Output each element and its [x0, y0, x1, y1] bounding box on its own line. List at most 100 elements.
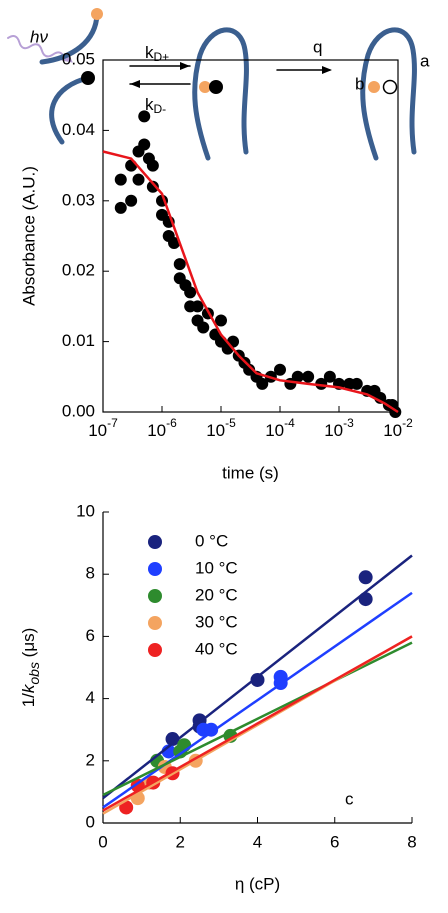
tick-base: 10: [147, 421, 166, 440]
data-point: [119, 800, 134, 815]
y-tick-label: 0.01: [62, 331, 95, 350]
legend-marker: [148, 616, 162, 630]
data-point: [184, 286, 197, 299]
y-axis-label: 1/kobs (μs): [19, 628, 41, 708]
data-point: [274, 363, 286, 376]
panel-label: c: [345, 789, 354, 808]
tick-exponent: -7: [107, 416, 118, 430]
data-point: [358, 570, 373, 585]
data-point: [350, 377, 363, 390]
y-tick-label: 0.03: [62, 190, 95, 209]
y-label-part: k: [19, 683, 38, 693]
rate-symbol: k: [145, 95, 154, 114]
fit-line: [102, 150, 399, 414]
data-point: [204, 722, 219, 737]
fit-line: [102, 591, 413, 809]
legend-marker: [148, 562, 162, 576]
fit-line: [102, 641, 413, 797]
arrowhead: [130, 80, 140, 88]
x-tick-label: 8: [407, 832, 416, 851]
rate-symbol: k: [145, 43, 154, 62]
data-point: [291, 370, 304, 383]
y-tick-label: 0.02: [62, 261, 95, 280]
y-label-part: (μs): [19, 628, 38, 662]
data-point: [114, 173, 127, 186]
y-tick-label: 0.04: [62, 120, 95, 139]
legend-label: 20 °C: [195, 585, 238, 604]
data-point: [250, 672, 265, 687]
data-point: [302, 370, 315, 383]
y-tick-label: 0: [86, 812, 95, 831]
data-point: [114, 201, 127, 214]
fit-line: [102, 554, 413, 800]
arrowhead: [322, 66, 332, 74]
rate-forward: kD+: [145, 43, 169, 64]
y-tick-label: 0.00: [62, 401, 95, 420]
y-label-part: 1/: [19, 693, 38, 707]
legend-label: 10 °C: [195, 558, 238, 577]
strand: [192, 27, 249, 161]
panel-a: hν kD+ kD- q a: [7, 8, 430, 161]
data-point: [197, 321, 210, 334]
tick-base: 10: [88, 421, 107, 440]
y-tick-label: 4: [86, 688, 95, 707]
donor: [368, 81, 380, 93]
rate-backward: kD-: [145, 95, 166, 116]
data-point: [132, 173, 145, 186]
data-point: [146, 180, 159, 193]
quench-label: q: [313, 37, 322, 56]
data-point: [256, 377, 269, 390]
legend-marker: [148, 643, 162, 657]
strand: [360, 27, 417, 161]
arrowhead: [180, 62, 190, 70]
data-point: [125, 159, 138, 172]
acceptor: [81, 71, 95, 85]
strand: [39, 11, 100, 65]
data-point: [173, 258, 186, 271]
data-point: [215, 314, 227, 327]
x-tick-label: 2: [176, 832, 185, 851]
quenched-acceptor: [382, 79, 398, 95]
rate-subscript: D+: [154, 50, 170, 64]
y-tick-label: 8: [86, 564, 95, 583]
legend-label: 40 °C: [195, 639, 238, 658]
tick-base: 10: [265, 421, 284, 440]
x-tick-label: 10-7: [88, 416, 118, 440]
y-label-part: obs: [26, 662, 42, 685]
x-tick-label: 4: [253, 832, 262, 851]
tick-exponent: -2: [402, 416, 413, 430]
rate-subscript: D-: [154, 102, 167, 116]
x-tick-label: 10-5: [206, 416, 236, 440]
tick-base: 10: [206, 421, 225, 440]
photon-wave: [7, 35, 66, 60]
acceptor: [209, 80, 223, 94]
panel-label: a: [420, 51, 430, 70]
y-axis-label: Absorbance (A.U.): [19, 166, 38, 306]
data-point: [125, 194, 138, 207]
tick-base: 10: [324, 421, 343, 440]
tick-exponent: -4: [284, 416, 295, 430]
data-point: [191, 300, 204, 313]
legend-label: 0 °C: [195, 531, 228, 550]
x-tick-label: 10-4: [265, 416, 295, 440]
x-tick-label: 10-3: [324, 416, 354, 440]
x-axis-label: η (cP): [235, 874, 280, 893]
y-tick-label: 0.05: [62, 49, 95, 68]
tick-exponent: -3: [343, 416, 354, 430]
photon-label: hν: [30, 27, 48, 46]
data-point: [323, 370, 336, 383]
x-axis-label: time (s): [222, 463, 279, 482]
fit-line: [102, 635, 413, 812]
data-point: [165, 732, 180, 747]
data-point: [138, 110, 151, 123]
y-tick-label: 2: [86, 750, 95, 769]
data-point: [358, 592, 373, 607]
x-tick-label: 6: [330, 832, 339, 851]
legend-label: 30 °C: [195, 612, 238, 631]
strand: [49, 75, 91, 145]
x-tick-label: 10-2: [383, 416, 413, 440]
panel-label: b: [355, 74, 364, 93]
plot-frame: [102, 59, 399, 413]
x-tick-label: 10-6: [147, 416, 177, 440]
